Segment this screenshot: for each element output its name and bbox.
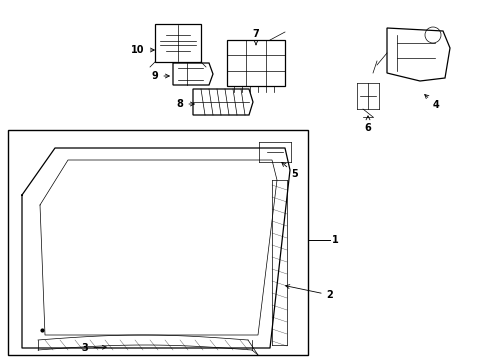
Text: 2: 2 [285, 285, 333, 300]
Text: 10: 10 [131, 45, 154, 55]
Text: 8: 8 [176, 99, 194, 109]
Bar [8, 130, 307, 355]
Text: 7: 7 [252, 29, 259, 45]
Text: 6: 6 [364, 116, 370, 133]
Text: 9: 9 [151, 71, 169, 81]
Text: 5: 5 [281, 162, 298, 179]
Text: 3: 3 [81, 343, 106, 353]
Text: 1: 1 [331, 235, 338, 245]
Text: 4: 4 [424, 95, 439, 110]
